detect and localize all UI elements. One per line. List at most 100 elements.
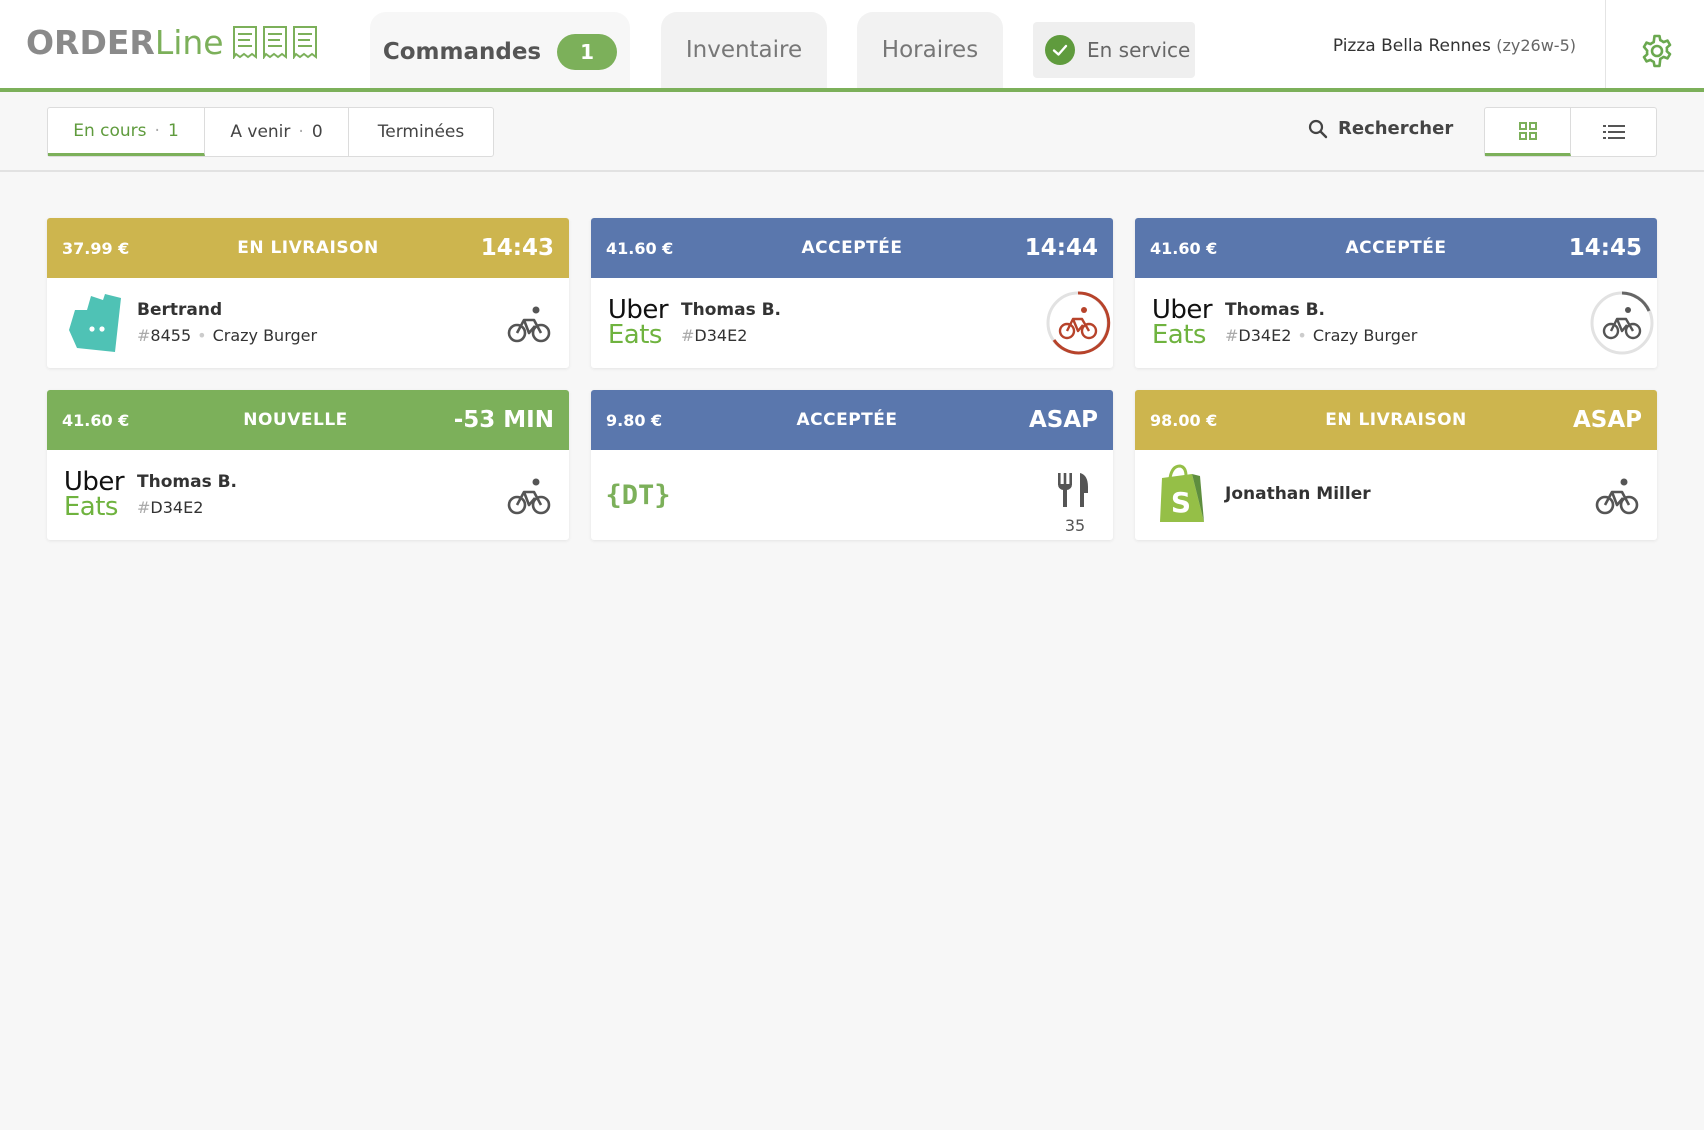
delivery-timer-ring (1045, 290, 1111, 356)
order-card-header: 41.60 € NOUVELLE -53 MIN (47, 390, 569, 450)
uber-text: Uber (1151, 295, 1213, 326)
order-card[interactable]: 37.99 € EN LIVRAISON 14:43 Bertrand #845… (47, 218, 569, 368)
filter-en-cours-label: En cours (73, 120, 147, 141)
ubereats-logo: Uber Eats (61, 462, 127, 528)
gear-icon[interactable] (1639, 33, 1675, 69)
order-reference: #D34E2 • Crazy Burger (1225, 326, 1417, 345)
order-card[interactable]: 41.60 € ACCEPTÉE 14:45 Uber Eats Thomas B… (1135, 218, 1657, 368)
customer-name: Thomas B. (137, 472, 238, 492)
service-status-label: En service (1087, 38, 1191, 62)
delivery-timer-ring (1589, 290, 1655, 356)
order-price: 41.60 € (606, 238, 674, 258)
bike-icon (503, 298, 555, 350)
order-price: 37.99 € (62, 238, 130, 258)
order-price: 41.60 € (62, 410, 130, 430)
order-card-header: 41.60 € ACCEPTÉE 14:45 (1135, 218, 1657, 278)
order-card[interactable]: 98.00 € EN LIVRAISON ASAP S Jonathan Mil… (1135, 390, 1657, 540)
tab-horaires[interactable]: Horaires (857, 12, 1003, 88)
bike-icon (503, 470, 555, 522)
order-card-header: 98.00 € EN LIVRAISON ASAP (1135, 390, 1657, 450)
order-time: 14:45 (1568, 235, 1642, 261)
dt-logo: {DT} (605, 462, 671, 528)
bike-icon (1591, 470, 1643, 522)
filter-en-cours[interactable]: En cours · 1 (48, 108, 205, 156)
brand-name: Crazy Burger (212, 326, 318, 345)
bullet-separator: • (1297, 326, 1307, 345)
filter-bar: En cours · 1 A venir · 0 Terminées Reche… (0, 92, 1704, 172)
fork-knife-icon (1047, 464, 1099, 516)
restaurant-name: Pizza Bella Rennes (1332, 36, 1491, 56)
order-card-body: Uber Eats Thomas B. #D34E2 (47, 450, 569, 540)
filter-a-venir-label: A venir (230, 122, 291, 142)
orders-count-badge: 1 (557, 34, 618, 70)
bullet-separator: • (197, 326, 207, 345)
order-filter-group: En cours · 1 A venir · 0 Terminées (47, 107, 494, 157)
customer-info: Thomas B. #D34E2 • Crazy Burger (1225, 300, 1417, 345)
hash-symbol: # (137, 498, 151, 517)
ubereats-logo: Uber Eats (605, 290, 671, 356)
brand-name: Crazy Burger (1312, 326, 1418, 345)
order-card-body: S Jonathan Miller (1135, 450, 1657, 540)
customer-name: Bertrand (137, 300, 223, 320)
order-time: 14:43 (480, 235, 554, 261)
ticket-icon (232, 25, 318, 59)
filter-en-cours-count: 1 (167, 120, 179, 141)
tab-inventaire[interactable]: Inventaire (661, 12, 827, 88)
order-card[interactable]: 9.80 € ACCEPTÉE ASAP {DT} 35 (591, 390, 1113, 540)
order-card-body: Uber Eats Thomas B. #D34E2 (591, 278, 1113, 368)
order-card-body: {DT} 35 (591, 450, 1113, 540)
restaurant-code: (zy26w-5) (1496, 36, 1576, 55)
order-price: 98.00 € (1150, 410, 1218, 430)
orderline-logo[interactable]: ORDER Line (26, 20, 318, 64)
uber-text: Uber (63, 467, 125, 498)
customer-info: Bertrand #8455 • Crazy Burger (137, 300, 317, 345)
list-icon (1602, 125, 1625, 139)
order-time: ASAP (1572, 407, 1642, 433)
order-reference: #8455 • Crazy Burger (137, 326, 317, 345)
ubereats-logo: Uber Eats (1149, 290, 1215, 356)
hash-symbol: # (1225, 326, 1239, 345)
bike-icon (1602, 307, 1642, 340)
filter-separator: · (154, 120, 160, 141)
logo-order-text: ORDER (26, 22, 155, 62)
filter-terminees[interactable]: Terminées (349, 108, 493, 156)
hash-symbol: # (681, 326, 695, 345)
customer-name: Thomas B. (681, 300, 782, 320)
header-divider (1605, 0, 1606, 88)
tab-horaires-label: Horaires (881, 37, 979, 63)
search-label: Rechercher (1338, 118, 1454, 139)
grid-view-button[interactable] (1485, 108, 1571, 156)
customer-info: Thomas B. #D34E2 (137, 472, 237, 517)
header-accent-line (0, 88, 1704, 92)
search-button[interactable]: Rechercher (1308, 118, 1453, 139)
table-number: 35 (1064, 516, 1086, 535)
tab-inventaire-label: Inventaire (685, 37, 803, 63)
shopify-logo: S (1149, 462, 1215, 528)
restaurant-selector[interactable]: Pizza Bella Rennes (zy26w-5) (1333, 36, 1576, 56)
order-price: 41.60 € (1150, 238, 1218, 258)
order-id: D34E2 (694, 326, 748, 345)
eats-text: Eats (1151, 320, 1207, 350)
check-icon (1045, 35, 1075, 65)
customer-name: Jonathan Miller (1225, 484, 1371, 504)
order-card-header: 41.60 € ACCEPTÉE 14:44 (591, 218, 1113, 278)
list-view-button[interactable] (1571, 108, 1656, 156)
hash-symbol: # (137, 326, 151, 345)
top-header: ORDER Line Commandes 1 Inventaire Horair… (0, 0, 1704, 92)
service-status-button[interactable]: En service (1033, 22, 1195, 78)
dt-logo-text: {DT} (605, 479, 671, 511)
order-card[interactable]: 41.60 € NOUVELLE -53 MIN Uber Eats Thomas… (47, 390, 569, 540)
filter-a-venir-count: 0 (311, 122, 323, 142)
tab-commandes-label: Commandes (382, 39, 542, 65)
tab-commandes[interactable]: Commandes 1 (370, 12, 630, 92)
order-id: D34E2 (1238, 326, 1292, 345)
customer-name: Thomas B. (1225, 300, 1326, 320)
order-time: -53 MIN (453, 407, 554, 433)
order-card[interactable]: 41.60 € ACCEPTÉE 14:44 Uber Eats Thomas B… (591, 218, 1113, 368)
order-id: D34E2 (150, 498, 204, 517)
order-card-header: 9.80 € ACCEPTÉE ASAP (591, 390, 1113, 450)
order-reference: #D34E2 (681, 326, 781, 345)
order-reference: #D34E2 (137, 498, 237, 517)
svg-text:S: S (1171, 486, 1191, 519)
filter-a-venir[interactable]: A venir · 0 (205, 108, 349, 156)
